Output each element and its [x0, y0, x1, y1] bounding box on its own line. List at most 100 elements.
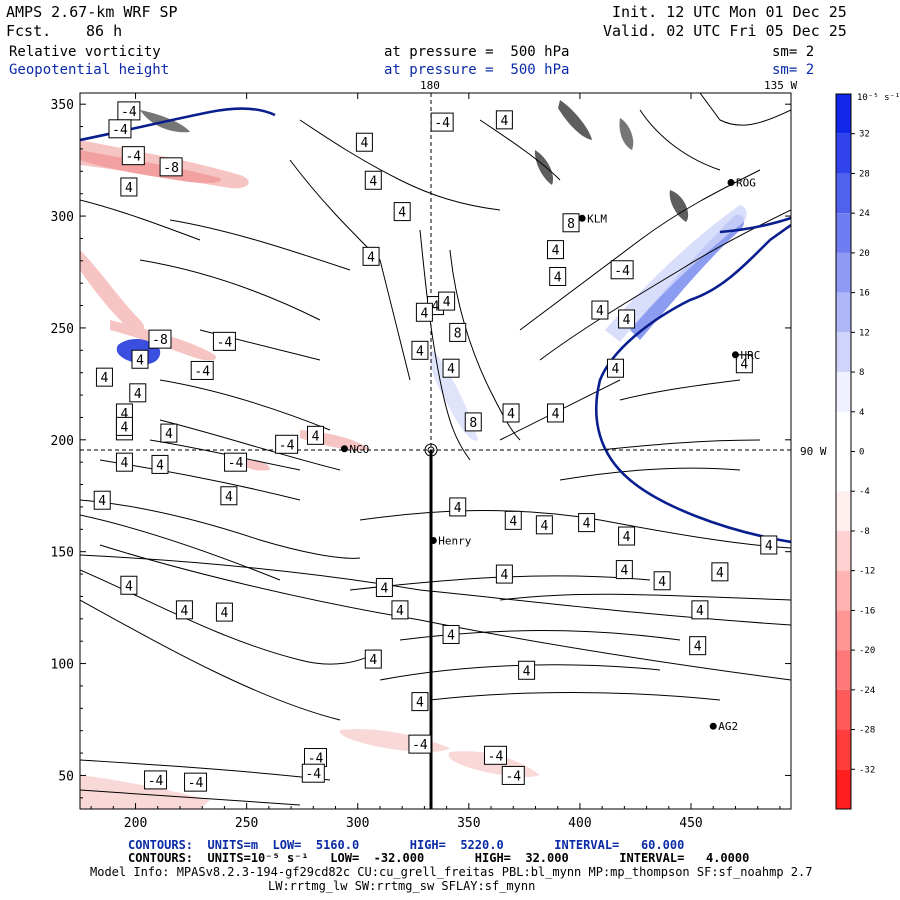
colorbar-tick-label: 20 — [859, 249, 870, 259]
contour-label-text: -4 — [148, 774, 164, 789]
contour-label-text: 4 — [447, 362, 455, 377]
contour-label-text: 4 — [696, 604, 704, 619]
pos-vorticity-band-ne-light — [605, 205, 747, 342]
contour-label: 4 — [653, 571, 671, 591]
colorbar-tick-label: 12 — [859, 328, 870, 338]
colorbar-tick-label: 0 — [859, 448, 864, 458]
contour-label: 4 — [215, 602, 233, 622]
contour-label-text: 4 — [620, 564, 628, 579]
x-tick-label-3: 350 — [457, 816, 480, 831]
contour-label: 4 — [115, 452, 133, 472]
colorbar-tick-label: -8 — [859, 527, 870, 537]
contour-label: 4 — [120, 575, 138, 595]
contour-label-text: -4 — [228, 456, 244, 471]
contour-label: 8 — [449, 322, 467, 342]
plot-background — [80, 93, 791, 809]
contour-label: 4 — [618, 309, 636, 329]
contour-label-text: 4 — [523, 664, 531, 679]
y-tick-label-1: 100 — [51, 658, 74, 673]
contour-label-text: 4 — [121, 407, 129, 422]
contour-label-text: 4 — [125, 181, 133, 196]
station-marker — [731, 351, 739, 359]
contour-label-text: -4 — [194, 364, 210, 379]
contour-label: 4 — [364, 649, 382, 669]
contour-label: -4 — [483, 745, 507, 765]
contour-label-text: 4 — [716, 566, 724, 581]
contour-label: -4 — [275, 434, 299, 454]
contour-label-text: -4 — [488, 749, 504, 764]
colorbar-bin — [836, 689, 851, 730]
y-tick-label-2: 150 — [51, 546, 74, 561]
contour-label: 4 — [502, 403, 520, 423]
plot-frame — [79, 92, 792, 810]
contour-label: 4 — [129, 383, 147, 403]
contour-label-text: 4 — [509, 514, 517, 529]
contour-label-text: -4 — [434, 116, 450, 131]
colorbar-tick-label: 32 — [859, 130, 870, 140]
contour-label: -4 — [501, 765, 525, 785]
x-tick-label-4: 400 — [568, 816, 591, 831]
y-tick-label-6: 350 — [51, 98, 74, 113]
contour-label-text: 4 — [369, 174, 377, 189]
colorbar-bin — [836, 133, 851, 174]
contour-label: -4 — [121, 146, 145, 166]
pos-vorticity-band-ne — [630, 214, 745, 340]
contour-label: 4 — [449, 497, 467, 517]
contour-label: -4 — [190, 360, 214, 380]
forecast-hours: 86 h — [86, 22, 123, 40]
contour-label-text: 4 — [181, 604, 189, 619]
contour-label: 4 — [735, 354, 753, 374]
colorbar-tick-label: 16 — [859, 289, 870, 299]
colorbar-bin — [836, 769, 851, 809]
contour-label-text: 4 — [612, 362, 620, 377]
contour-label: 4 — [375, 577, 393, 597]
footer-contours-height: CONTOURS: UNITS=m LOW= 5160.0 HIGH= 5220… — [128, 838, 685, 852]
contour-label-text: 4 — [398, 206, 406, 221]
contour-label: 4 — [95, 367, 113, 387]
station-label: AG2 — [718, 720, 738, 733]
contour-label-text: 4 — [443, 295, 451, 310]
lon-180-label: 180 — [420, 79, 440, 92]
contour-label-text: 4 — [396, 604, 404, 619]
dark-vorticity-cluster — [558, 100, 592, 140]
contour-label-text: -8 — [152, 333, 168, 348]
y-tick-label-3: 200 — [51, 434, 74, 449]
dark-vorticity-cluster-3 — [669, 190, 689, 222]
contour-label-text: 4 — [765, 539, 773, 554]
contour-label: 4 — [495, 110, 513, 130]
colorbar-tick-label: 8 — [859, 368, 864, 378]
contour-label: 4 — [115, 416, 133, 436]
contour-label-text: 4 — [552, 244, 560, 259]
pole-marker-inner — [427, 446, 435, 454]
contour-label-text: 4 — [165, 427, 173, 442]
colorbar-bin — [836, 491, 851, 531]
contour-label: -4 — [304, 748, 328, 768]
pole-marker — [424, 443, 438, 457]
lon-135w-label: 135 W — [764, 79, 798, 92]
contour-label: 4 — [549, 266, 567, 286]
contour-label: -4 — [144, 770, 168, 790]
contour-label-text: 4 — [367, 250, 375, 265]
contour-label: 4 — [393, 202, 411, 222]
contour-label: 4 — [760, 535, 778, 555]
contour-label-text: 4 — [447, 628, 455, 643]
contour-label: 4 — [689, 636, 707, 656]
colorbar-tick-label: 28 — [859, 169, 870, 179]
colorbar-tick-label: 4 — [859, 408, 864, 418]
contour-label: -4 — [610, 260, 634, 280]
contour-label-text: -4 — [125, 150, 141, 165]
contour-label: 4 — [131, 349, 149, 369]
contour-label: 4 — [591, 300, 609, 320]
contour-label-text: 4 — [380, 581, 388, 596]
lon-90w-label: 90 W — [800, 445, 827, 458]
colorbar-tick-label: -28 — [859, 726, 875, 736]
contour-label: 4 — [93, 490, 111, 510]
colorbar-bin — [836, 213, 851, 253]
contour-label: 4 — [120, 177, 138, 197]
contour-label: 4 — [175, 600, 193, 620]
contour-label-text: 4 — [101, 371, 109, 386]
colorbar-tick-label: -12 — [859, 567, 875, 577]
model-title: AMPS 2.67-km WRF SP — [6, 3, 178, 21]
field2-level: at pressure = 500 hPa — [384, 62, 570, 78]
station-label: ROG — [736, 177, 756, 190]
